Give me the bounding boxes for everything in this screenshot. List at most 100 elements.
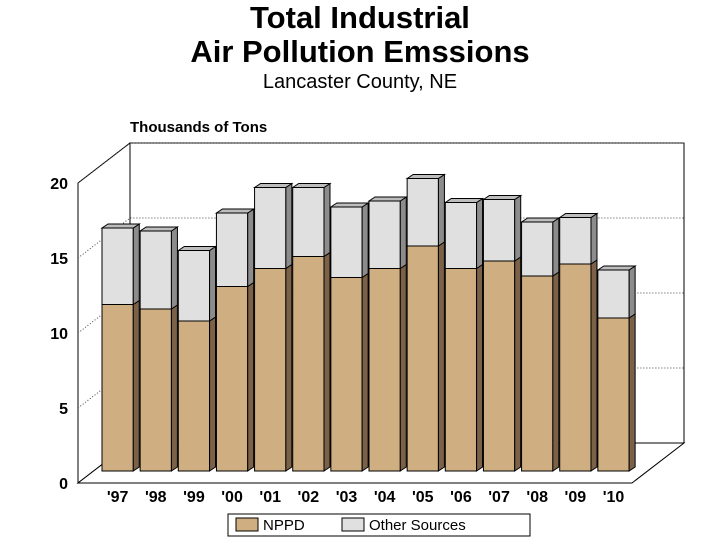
x-tick-label: '99 [183,489,205,506]
bar-nppd [559,263,592,472]
bar-other-sources-side [590,212,598,265]
bar-other-sources-side [323,182,331,258]
bar-other-sources [559,217,592,265]
bar-other-sources-side [132,223,140,306]
legend-label-nppd: NPPD [263,517,305,534]
gridlines [77,142,684,409]
bar-nppd-side [209,316,217,472]
legend-swatch-other-sources [341,517,365,532]
bar-nppd-side [476,263,484,472]
bar-nppd-side [285,263,293,472]
y-axis: 0 5 10 15 20 [50,176,68,493]
bar-nppd-side [437,241,445,472]
y-tick-label: 20 [50,176,68,193]
bar-other-sources-side [628,265,636,319]
bars [100,173,637,472]
bar-other-sources [482,199,516,262]
bar-top [558,213,599,218]
bar-nppd [139,308,172,472]
bar-nppd [406,245,439,472]
chart-subtitle: Lancaster County, NE [262,71,458,93]
bar-nppd [521,275,554,472]
x-tick-label: '04 [374,489,396,506]
gridline [77,292,684,334]
x-axis: '97 '98 '99 '00 '01 '02 '03 '04 '05 '06 '07 '08 '09 '… [107,489,625,506]
x-tick-label: '03 [336,489,358,506]
x-tick-label: '09 [565,489,587,506]
chart-title-line-1: Total Industrial [250,0,470,35]
legend-swatch-nppd [235,517,259,532]
bar-nppd [368,268,401,472]
bar-nppd [482,260,516,472]
bar-other-sources-side [209,245,217,322]
bar-top [252,183,294,188]
bar-nppd-side [552,271,560,472]
bar-other-sources [139,230,172,310]
y-tick-label: 15 [50,251,68,268]
bar-other-sources [406,178,439,247]
bar-nppd-side [132,299,140,472]
bar-nppd-side [361,272,369,472]
bar-nppd [597,317,630,472]
x-tick-label: '97 [107,489,129,506]
bar-top [481,195,523,200]
bar-nppd-side [247,281,255,472]
bar-other-sources-side [361,202,369,279]
bar-other-sources [101,227,134,305]
bar-other-sources-side [552,217,560,277]
legend-box [227,513,531,537]
gridline [77,367,684,409]
bar-other-sources-side [247,208,255,288]
bar-other-sources [292,187,325,257]
x-tick-label: '98 [145,489,167,506]
bar-top [367,196,408,202]
bar-nppd [330,277,363,472]
bar-other-sources [368,200,401,269]
bar-nppd-side [590,259,598,472]
bar-top [519,217,561,223]
x-tick-label: '01 [259,489,281,506]
bar-other-sources [444,202,478,269]
bar-other-sources [215,212,249,287]
legend: NPPD Other Sources [227,513,531,537]
y-axis-label: Thousands of Tons [130,119,267,136]
bar-other-sources-side [476,197,484,270]
bar-nppd [254,268,287,472]
x-tick-label: '07 [488,489,510,506]
x-tick-label: '02 [298,489,320,506]
bar-other-sources [177,250,211,322]
bar-nppd-side [399,263,407,472]
bar-top [214,208,256,214]
bar-top [443,198,485,203]
bar-other-sources [330,206,363,278]
x-tick-label: '10 [603,489,625,506]
x-tick-label: '00 [221,489,243,506]
bar-nppd [101,304,134,472]
bar-other-sources-side [514,194,522,262]
bar-top [405,174,447,179]
bar-nppd-side [514,256,522,472]
bar-other-sources-side [285,182,293,270]
bar-nppd [177,320,211,472]
gridline [77,142,684,184]
bar-top [291,183,332,188]
chart-title-line-2: Air Pollution Emssions [190,34,530,69]
x-tick-label: '06 [450,489,472,506]
bar-top [596,265,637,271]
bar-nppd-side [323,251,331,472]
bar-nppd-side [170,304,178,472]
bar-nppd [215,286,249,472]
bar-top [176,246,218,251]
bar-other-sources-side [437,173,445,247]
gridline [77,217,684,259]
x-tick-label: '08 [526,489,548,506]
legend-label-other-sources: Other Sources [369,517,466,534]
x-tick-label: '05 [412,489,434,506]
bar-other-sources [597,269,630,319]
y-tick-label: 5 [59,401,68,418]
bar-top [138,226,180,232]
y-tick-label: 10 [50,326,68,343]
bar-other-sources-side [399,196,407,270]
bar-nppd-side [628,313,636,472]
bar-nppd [444,268,478,472]
